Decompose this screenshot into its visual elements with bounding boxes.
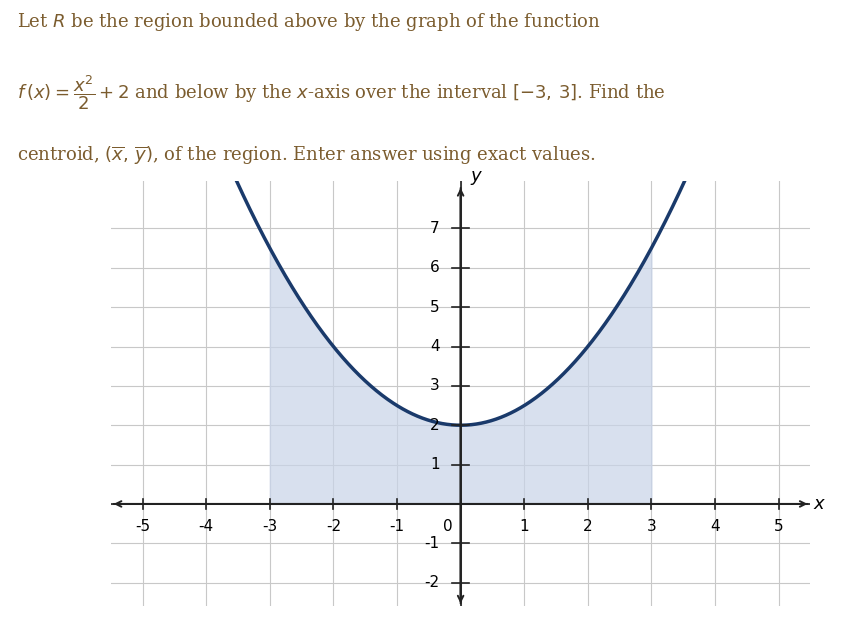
Text: 2: 2 [429, 418, 439, 432]
Text: 1: 1 [429, 457, 439, 472]
Text: -5: -5 [135, 519, 150, 534]
Text: -1: -1 [389, 519, 404, 534]
Text: -3: -3 [262, 519, 277, 534]
Text: -4: -4 [199, 519, 214, 534]
Text: 1: 1 [519, 519, 528, 534]
Text: 4: 4 [710, 519, 719, 534]
Text: 3: 3 [429, 378, 439, 393]
Text: Let $R$ be the region bounded above by the graph of the function: Let $R$ be the region bounded above by t… [17, 11, 600, 33]
Text: 4: 4 [429, 339, 439, 354]
Text: x: x [813, 495, 823, 513]
Text: 5: 5 [429, 299, 439, 314]
Text: -2: -2 [424, 575, 439, 590]
Text: 0: 0 [443, 519, 452, 534]
Text: 5: 5 [773, 519, 782, 534]
Text: -2: -2 [325, 519, 341, 534]
Text: centroid, $(\overline{x},\,\overline{y})$, of the region. Enter answer using exa: centroid, $(\overline{x},\,\overline{y})… [17, 144, 595, 167]
Text: $f\,(x) = \dfrac{x^2}{2} + 2$ and below by the $x$-axis over the interval $[-3,\: $f\,(x) = \dfrac{x^2}{2} + 2$ and below … [17, 74, 665, 112]
Text: 7: 7 [429, 221, 439, 236]
Text: 3: 3 [646, 519, 655, 534]
Text: y: y [469, 167, 481, 185]
Text: 6: 6 [429, 261, 439, 276]
Text: -1: -1 [424, 536, 439, 551]
Text: 2: 2 [582, 519, 592, 534]
